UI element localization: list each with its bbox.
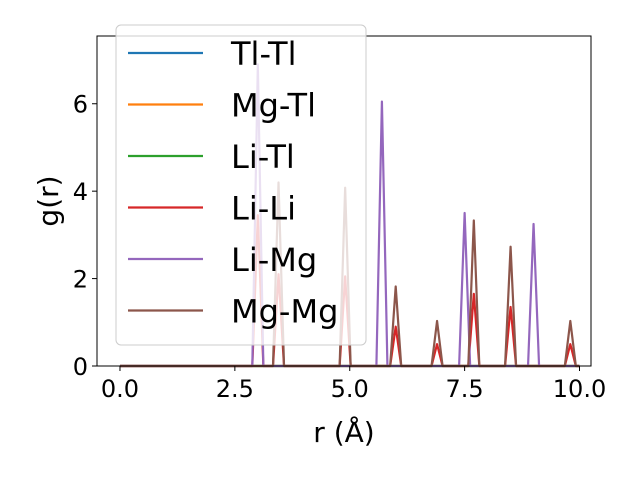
legend-label-mg-tl: Mg-Tl [231,87,316,125]
y-tick-label: 0 [73,353,88,381]
legend-items: Tl-Tl Mg-Tl Li-Tl Li-Li Li-Mg Mg-Mg [128,35,338,331]
legend: Tl-Tl Mg-Tl Li-Tl Li-Li Li-Mg Mg-Mg [115,24,367,346]
x-tick-label: 2.5 [216,375,254,403]
y-tick-label: 6 [73,91,88,119]
x-axis-label: r (Å) [313,415,374,449]
y-axis: 0 2 4 6 [73,91,97,381]
legend-label-mg-mg: Mg-Mg [231,293,338,331]
legend-label-li-mg: Li-Mg [231,241,317,279]
x-tick-label: 10.0 [553,375,606,403]
legend-label-li-li: Li-Li [231,190,296,228]
x-tick-label: 0.0 [101,375,139,403]
x-tick-label: 7.5 [446,375,484,403]
x-axis: 0.0 2.5 5.0 7.5 10.0 [101,366,606,403]
y-tick-label: 4 [73,178,88,206]
x-tick-label: 5.0 [331,375,369,403]
y-axis-label: g(r) [32,175,65,226]
legend-label-tl-tl: Tl-Tl [230,35,296,73]
y-tick-label: 2 [73,266,88,294]
legend-label-li-tl: Li-Tl [231,138,295,176]
